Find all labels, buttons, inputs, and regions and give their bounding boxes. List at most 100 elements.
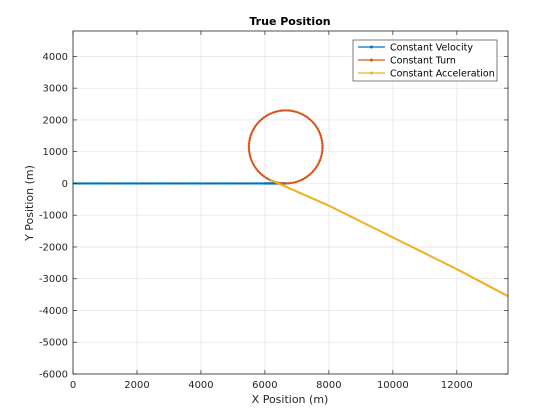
- series-point-constant-turn: [252, 163, 256, 167]
- series-point-constant-turn: [257, 121, 260, 124]
- series-point-constant-acceleration: [366, 223, 369, 226]
- series-point-constant-turn: [284, 182, 287, 185]
- series-point-constant-velocity: [129, 182, 132, 185]
- series-point-constant-velocity: [133, 182, 137, 185]
- series-point-constant-acceleration: [432, 256, 435, 259]
- series-point-constant-acceleration: [378, 229, 382, 233]
- series-point-constant-acceleration: [325, 203, 329, 207]
- series-point-constant-velocity: [122, 182, 126, 185]
- series-point-constant-acceleration: [453, 266, 456, 270]
- series-point-constant-velocity: [201, 182, 205, 185]
- series-point-constant-acceleration: [302, 193, 306, 196]
- series-point-constant-velocity: [195, 182, 198, 185]
- series-point-constant-acceleration: [355, 218, 358, 221]
- series-point-constant-turn: [249, 157, 252, 160]
- series-point-constant-turn: [319, 134, 322, 137]
- series-point-constant-acceleration: [436, 258, 439, 261]
- series-point-constant-turn: [262, 175, 266, 178]
- series-point-constant-turn: [247, 141, 251, 145]
- legend-label-constant-turn: Constant Turn: [390, 56, 456, 67]
- series-point-constant-acceleration: [406, 243, 409, 247]
- y-tick-label: 4000: [43, 52, 68, 63]
- y-tick-label: -4000: [39, 306, 68, 317]
- y-tick-label: -3000: [39, 274, 68, 285]
- series-point-constant-turn: [254, 166, 257, 169]
- series-point-constant-acceleration: [287, 186, 290, 190]
- series-point-constant-acceleration: [349, 215, 352, 218]
- series-point-constant-velocity: [157, 182, 160, 185]
- series-point-constant-acceleration: [342, 211, 346, 215]
- series-point-constant-acceleration: [340, 210, 343, 214]
- series-point-constant-velocity: [176, 182, 179, 185]
- series-point-constant-turn: [308, 173, 311, 177]
- series-point-constant-velocity: [227, 182, 230, 185]
- series-point-constant-velocity: [76, 182, 79, 185]
- series-point-constant-acceleration: [363, 222, 367, 225]
- series-point-constant-velocity: [120, 182, 124, 185]
- series-point-constant-turn: [257, 170, 260, 173]
- series-point-constant-velocity: [246, 182, 250, 185]
- series-point-constant-turn: [250, 132, 253, 135]
- series-point-constant-turn: [321, 141, 324, 145]
- series-point-constant-acceleration: [391, 236, 395, 239]
- series-point-constant-velocity: [165, 182, 169, 185]
- series-point-constant-acceleration: [316, 199, 319, 202]
- series-point-constant-turn: [281, 182, 285, 185]
- y-tick-label: -5000: [39, 338, 68, 349]
- series-point-constant-velocity: [210, 182, 213, 185]
- series-point-constant-turn: [294, 110, 298, 114]
- series-point-constant-acceleration: [353, 217, 356, 220]
- series-point-constant-acceleration: [393, 237, 397, 240]
- x-tick-label: 8000: [316, 380, 341, 391]
- series-point-constant-turn: [297, 111, 300, 114]
- series-point-constant-turn: [274, 110, 277, 114]
- series-point-constant-velocity: [250, 182, 254, 185]
- series-point-constant-velocity: [86, 182, 90, 185]
- series-point-constant-turn: [303, 176, 307, 180]
- series-group: [73, 109, 508, 298]
- series-point-constant-acceleration: [306, 195, 309, 198]
- series-point-constant-acceleration: [383, 232, 386, 235]
- series-point-constant-velocity: [152, 182, 156, 185]
- series-point-constant-turn: [297, 180, 300, 183]
- series-point-constant-velocity: [146, 182, 149, 185]
- series-point-constant-acceleration: [419, 250, 422, 253]
- series-point-constant-turn: [281, 109, 285, 112]
- series-point-constant-acceleration: [331, 206, 335, 209]
- series-point-constant-velocity: [248, 182, 252, 185]
- series-point-constant-turn: [271, 111, 275, 114]
- legend-marker-constant-turn: [370, 58, 373, 62]
- series-point-constant-turn: [320, 152, 324, 155]
- series-point-constant-acceleration: [442, 261, 446, 265]
- series-point-constant-turn: [289, 181, 293, 185]
- series-point-constant-turn: [260, 117, 264, 121]
- series-point-constant-acceleration: [329, 205, 333, 208]
- series-point-constant-turn: [321, 144, 324, 147]
- y-tick-label: 1000: [43, 147, 68, 158]
- series-point-constant-velocity: [99, 182, 102, 185]
- series-point-constant-acceleration: [368, 224, 371, 227]
- series-point-constant-acceleration: [351, 216, 354, 219]
- series-point-constant-acceleration: [295, 190, 298, 193]
- series-point-constant-turn: [247, 144, 251, 147]
- series-point-constant-velocity: [148, 182, 151, 185]
- legend-label-constant-acceleration: Constant Acceleration: [390, 69, 495, 80]
- series-point-constant-acceleration: [398, 239, 401, 242]
- series-point-constant-velocity: [90, 182, 94, 185]
- series-point-constant-turn: [316, 127, 319, 130]
- x-tick-label: 12000: [441, 380, 473, 391]
- series-point-constant-acceleration: [372, 226, 375, 230]
- series-point-constant-acceleration: [389, 235, 392, 238]
- series-point-constant-turn: [255, 168, 258, 171]
- legend-marker-constant-velocity: [370, 45, 373, 49]
- series-point-constant-turn: [316, 163, 319, 167]
- series-point-constant-acceleration: [402, 241, 405, 244]
- series-point-constant-turn: [254, 125, 257, 128]
- series-point-constant-velocity: [154, 182, 158, 185]
- series-point-constant-velocity: [167, 182, 171, 185]
- series-point-constant-turn: [310, 171, 313, 175]
- series-point-constant-velocity: [199, 182, 203, 185]
- series-point-constant-acceleration: [434, 257, 437, 260]
- series-point-constant-turn: [260, 173, 264, 177]
- series-point-constant-acceleration: [318, 200, 321, 203]
